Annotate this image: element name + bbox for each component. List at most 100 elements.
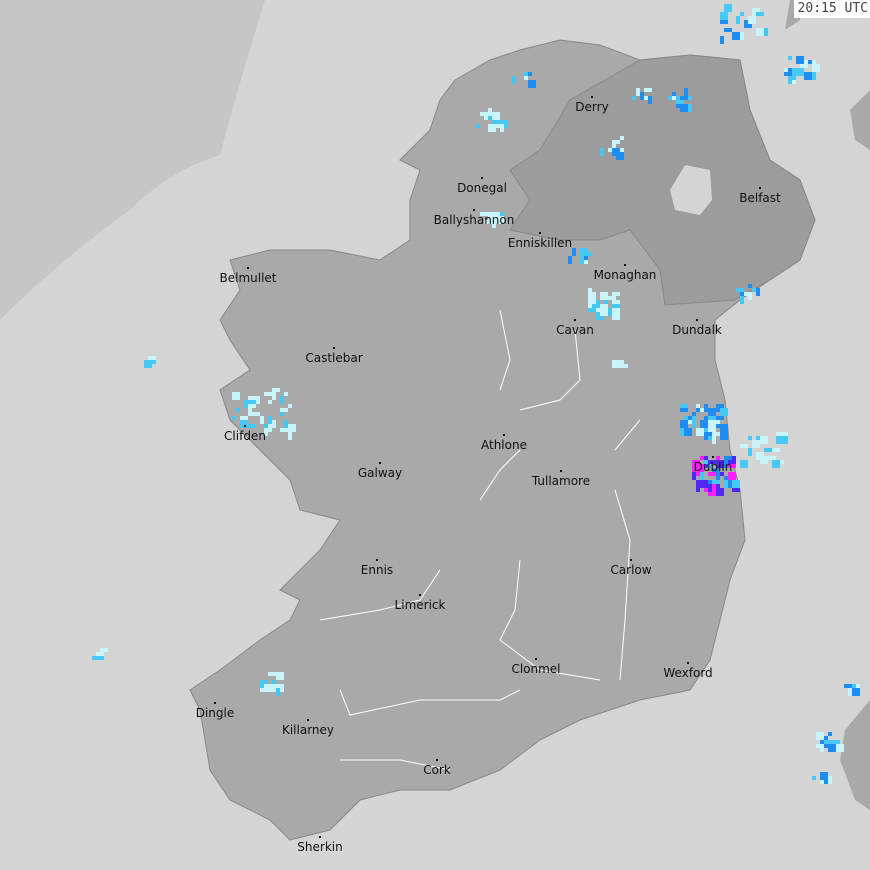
radar-cell bbox=[792, 80, 796, 84]
city-dot bbox=[539, 232, 541, 234]
city-dot bbox=[630, 559, 632, 561]
radar-cell bbox=[584, 252, 592, 256]
radar-cell bbox=[716, 484, 720, 488]
radar-cell bbox=[264, 428, 268, 436]
radar-cell bbox=[264, 424, 268, 428]
radar-cell bbox=[496, 220, 504, 224]
radar-cell bbox=[764, 448, 772, 452]
radar-cell bbox=[240, 416, 244, 420]
radar-cell bbox=[748, 448, 752, 456]
radar-cell bbox=[712, 436, 716, 444]
radar-cell bbox=[716, 404, 720, 412]
radar-cell bbox=[720, 472, 724, 476]
radar-cell bbox=[820, 780, 824, 784]
city-label: Dublin bbox=[694, 460, 733, 474]
radar-cell bbox=[252, 424, 256, 428]
city-dot bbox=[333, 347, 335, 349]
city-dot bbox=[624, 264, 626, 266]
radar-cell bbox=[612, 300, 616, 304]
radar-echoes bbox=[92, 4, 860, 784]
city-markers: Derry Donegal Belfast Ballyshannon Enniskill… bbox=[196, 96, 781, 854]
radar-cell bbox=[776, 432, 784, 436]
radar-cell bbox=[236, 392, 240, 400]
radar-cell bbox=[704, 404, 708, 412]
radar-cell bbox=[768, 456, 776, 460]
radar-cell bbox=[680, 104, 688, 112]
city-label: Tullamore bbox=[531, 474, 590, 488]
radar-cell bbox=[708, 464, 712, 468]
radar-cell bbox=[756, 436, 760, 440]
city-dot bbox=[376, 559, 378, 561]
city-label: Monaghan bbox=[594, 268, 657, 282]
radar-cell bbox=[720, 432, 728, 440]
radar-cell bbox=[284, 392, 288, 396]
radar-cell bbox=[708, 412, 712, 416]
radar-cell bbox=[512, 76, 516, 84]
radar-cell bbox=[236, 408, 240, 412]
radar-cell bbox=[488, 212, 496, 216]
radar-cell bbox=[748, 436, 752, 440]
city-label: Belfast bbox=[739, 191, 781, 205]
radar-cell bbox=[280, 396, 284, 404]
radar-cell bbox=[700, 472, 704, 480]
radar-cell bbox=[496, 124, 500, 128]
radar-cell bbox=[488, 124, 496, 132]
radar-cell bbox=[696, 404, 700, 408]
radar-cell bbox=[680, 428, 684, 436]
radar-cell bbox=[716, 416, 724, 420]
city-label: Enniskillen bbox=[508, 236, 572, 250]
radar-cell bbox=[692, 464, 700, 472]
radar-cell bbox=[504, 120, 508, 128]
radar-cell bbox=[276, 672, 284, 680]
radar-cell bbox=[288, 404, 292, 408]
radar-cell bbox=[716, 460, 724, 468]
radar-cell bbox=[612, 292, 620, 296]
city-dot bbox=[481, 177, 483, 179]
radar-cell bbox=[288, 424, 296, 432]
radar-cell bbox=[756, 12, 764, 16]
radar-cell bbox=[268, 400, 272, 404]
radar-cell bbox=[820, 744, 824, 752]
radar-cell bbox=[252, 412, 260, 416]
radar-cell bbox=[612, 148, 620, 152]
city-label: Castlebar bbox=[305, 351, 362, 365]
radar-cell bbox=[740, 444, 748, 448]
radar-cell bbox=[600, 148, 604, 156]
radar-cell bbox=[248, 396, 256, 400]
city-dot bbox=[535, 658, 537, 660]
city-label: Belmullet bbox=[220, 271, 277, 285]
radar-cell bbox=[612, 360, 616, 368]
radar-cell bbox=[612, 152, 616, 156]
radar-cell bbox=[612, 304, 620, 308]
city-dot bbox=[503, 434, 505, 436]
city-dot bbox=[244, 425, 246, 427]
radar-cell bbox=[484, 116, 488, 120]
city-dot bbox=[247, 267, 249, 269]
radar-cell bbox=[592, 292, 596, 300]
radar-cell bbox=[480, 112, 484, 116]
radar-cell bbox=[764, 436, 768, 440]
radar-cell bbox=[688, 420, 692, 424]
lough-neagh bbox=[670, 165, 712, 215]
radar-cell bbox=[792, 68, 800, 76]
radar-cell bbox=[632, 96, 636, 100]
radar-cell bbox=[728, 480, 732, 488]
radar-cell bbox=[580, 256, 584, 264]
radar-cell bbox=[572, 248, 576, 256]
radar-cell bbox=[712, 468, 720, 472]
city-label: Clifden bbox=[224, 429, 266, 443]
radar-cell bbox=[684, 88, 688, 96]
radar-cell bbox=[476, 124, 480, 128]
radar-cell bbox=[772, 448, 780, 452]
radar-cell bbox=[708, 416, 716, 420]
radar-cell bbox=[600, 292, 608, 300]
radar-cell bbox=[684, 408, 688, 412]
radar-cell bbox=[728, 460, 736, 464]
radar-cell bbox=[248, 404, 256, 408]
radar-cell bbox=[612, 140, 620, 144]
radar-cell bbox=[812, 776, 816, 780]
radar-cell bbox=[260, 416, 264, 424]
radar-cell bbox=[268, 688, 276, 692]
city-label: Galway bbox=[358, 466, 402, 480]
